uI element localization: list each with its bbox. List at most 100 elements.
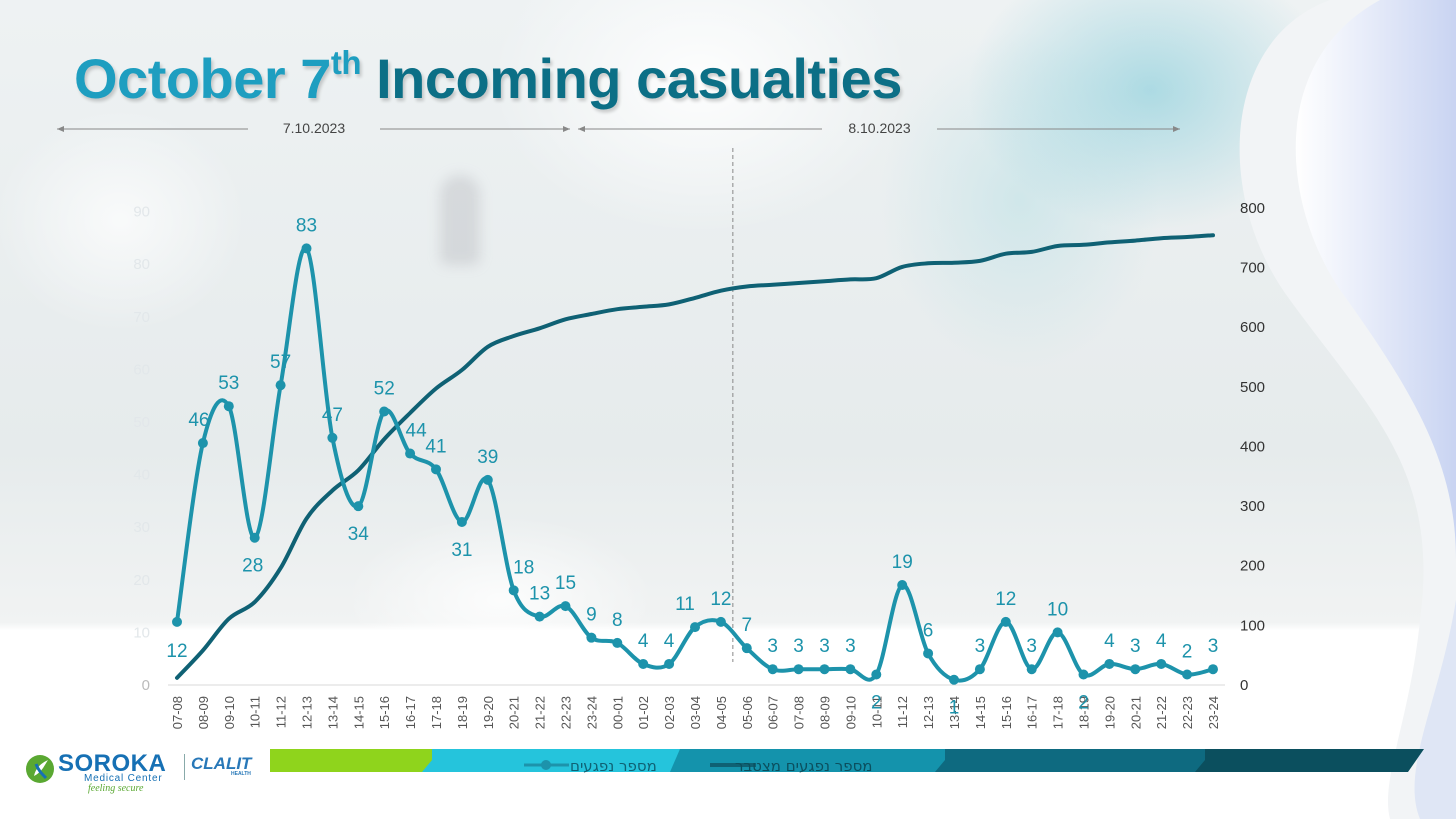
logos: SOROKA Medical Center feeling secure CLA… <box>24 750 264 800</box>
left-axis-tick-label: 20 <box>133 572 150 589</box>
x-tick-label: 16-17 <box>1025 696 1040 729</box>
hourly-data-label: 83 <box>296 215 317 236</box>
left-axis-tick-label: 80 <box>133 256 150 273</box>
hourly-data-point <box>871 669 882 680</box>
hourly-data-label: 15 <box>555 573 576 594</box>
x-tick-label: 05-06 <box>740 696 755 729</box>
right-axis-tick-label: 800 <box>1240 200 1265 217</box>
hourly-data-label: 1 <box>949 698 960 719</box>
hourly-data-point <box>1000 616 1011 627</box>
soroka-logo-text: SOROKA <box>58 750 167 777</box>
hourly-data-label: 31 <box>451 540 472 561</box>
x-tick-label: 21-22 <box>1154 696 1169 729</box>
x-tick-label: 22-23 <box>1180 696 1195 729</box>
hourly-data-point <box>301 243 312 254</box>
logo-divider <box>184 754 185 780</box>
hourly-data-point <box>612 637 623 648</box>
x-tick-label: 10-11 <box>248 696 263 728</box>
hourly-data-label: 4 <box>1104 631 1115 652</box>
bottom-white-band <box>0 632 1456 819</box>
hourly-data-label: 2 <box>1182 641 1193 662</box>
hourly-data-point <box>974 664 985 675</box>
arrowhead-right-icon <box>563 126 570 132</box>
arrowhead-right-icon <box>1173 126 1180 132</box>
hourly-data-point <box>1208 664 1218 675</box>
x-tick-label: 12-13 <box>921 696 936 729</box>
hourly-data-point <box>664 658 675 669</box>
hourly-data-label: 52 <box>374 378 395 399</box>
hourly-data-point <box>431 464 441 475</box>
x-tick-label: 11-12 <box>895 696 910 728</box>
left-axis-tick-label: 40 <box>133 467 150 484</box>
x-tick-label: 21-22 <box>533 696 548 729</box>
blurred-person-image <box>440 175 480 265</box>
x-tick-label: 23-24 <box>584 696 599 729</box>
x-tick-label: 16-17 <box>403 696 418 729</box>
hourly-data-label: 3 <box>845 636 856 657</box>
x-tick-label: 09-10 <box>843 696 858 729</box>
hourly-data-label: 53 <box>218 373 239 394</box>
hourly-data-point <box>1156 658 1167 669</box>
hourly-data-point <box>586 632 597 643</box>
date-range-label: 7.10.2023 <box>283 120 345 136</box>
right-axis-tick-label: 600 <box>1240 319 1265 336</box>
x-tick-label: 08-09 <box>196 696 211 729</box>
x-tick-label: 04-05 <box>714 696 729 729</box>
x-tick-label: 07-08 <box>170 696 185 729</box>
hourly-data-label: 41 <box>425 436 446 457</box>
hourly-data-label: 46 <box>188 410 209 431</box>
hourly-data-point <box>1130 664 1141 675</box>
hourly-data-point <box>379 406 390 417</box>
hourly-data-label: 18 <box>513 557 534 578</box>
x-tick-label: 14-15 <box>973 696 988 729</box>
clalit-logo-text: CLALIT <box>191 754 252 773</box>
left-axis-tick-label: 60 <box>133 361 150 378</box>
x-tick-label: 10-11 <box>869 696 884 728</box>
x-tick-label: 20-21 <box>507 696 522 729</box>
left-axis-tick-label: 30 <box>133 519 150 536</box>
hourly-data-label: 47 <box>322 405 343 426</box>
hourly-data-point <box>923 648 934 659</box>
hourly-data-point <box>197 438 208 449</box>
x-tick-label: 23-24 <box>1206 696 1221 729</box>
hourly-data-point <box>793 664 804 675</box>
left-axis-tick-label: 50 <box>133 414 150 431</box>
page-title: October 7th Incoming casualties <box>74 44 902 110</box>
hourly-data-label: 9 <box>586 605 597 626</box>
x-tick-label: 06-07 <box>766 696 781 729</box>
arrowhead-left-icon <box>57 126 64 132</box>
x-tick-label: 15-16 <box>999 696 1014 729</box>
x-tick-label: 00-01 <box>610 696 625 729</box>
right-axis-tick-label: 200 <box>1240 558 1265 575</box>
left-axis-tick-label: 90 <box>133 204 150 221</box>
hourly-data-point <box>638 658 649 669</box>
hourly-data-label: 4 <box>638 631 649 652</box>
hourly-data-point <box>690 622 700 633</box>
hourly-data-label: 34 <box>348 524 370 545</box>
hourly-data-label: 3 <box>1208 636 1219 657</box>
right-axis-tick-label: 400 <box>1240 438 1265 455</box>
date-range-label: 8.10.2023 <box>848 120 910 136</box>
clalit-logo-subtitle: HEALTH <box>231 771 251 777</box>
hourly-data-label: 3 <box>819 636 830 657</box>
hourly-data-label: 3 <box>1130 636 1141 657</box>
hourly-data-point <box>741 643 752 654</box>
hourly-data-point <box>1052 627 1063 638</box>
cumulative-series-line <box>175 233 1215 680</box>
left-axis-tick-label: 0 <box>142 677 150 694</box>
hourly-data-label: 12 <box>710 589 731 610</box>
x-tick-label: 20-21 <box>1128 696 1143 729</box>
hourly-data-label: 2 <box>1078 692 1089 713</box>
x-tick-label: 01-02 <box>636 696 651 729</box>
hourly-data-point <box>275 380 286 391</box>
x-tick-label: 09-10 <box>222 696 237 729</box>
hourly-data-label: 12 <box>166 641 187 662</box>
x-tick-label: 12-13 <box>300 696 315 729</box>
x-tick-label: 19-20 <box>1102 696 1117 729</box>
hourly-data-point <box>819 664 830 675</box>
right-axis-tick-label: 0 <box>1240 677 1248 694</box>
hourly-data-point <box>1026 664 1037 675</box>
arrowhead-left-icon <box>578 126 585 132</box>
hourly-data-point <box>508 585 519 596</box>
